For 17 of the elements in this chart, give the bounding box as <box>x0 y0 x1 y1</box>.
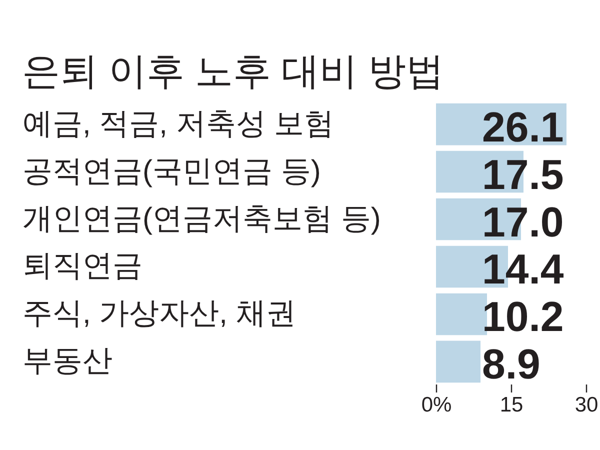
data-label: 17.0 <box>482 198 564 246</box>
x-tick-label: 30 <box>574 394 598 416</box>
y-tick-label: 개인연금(연금저축보험 등) <box>22 202 381 236</box>
data-label: 14.4 <box>482 246 564 293</box>
chart-title: 은퇴 이후 노후 대비 방법 <box>22 51 444 93</box>
x-tick-label: 15 <box>500 394 524 416</box>
y-tick-label: 부동산 <box>22 344 112 378</box>
y-tick-label: 공적연금(국민연금 등) <box>22 154 321 188</box>
bar <box>436 340 480 383</box>
y-tick-label: 예금, 적금, 저축성 보험 <box>22 107 334 140</box>
y-tick-label: 퇴직연금 <box>22 250 142 283</box>
y-tick-label: 주식, 가상자산, 채권 <box>22 297 296 330</box>
data-label: 17.5 <box>482 150 564 198</box>
data-label: 10.2 <box>482 293 564 340</box>
x-tick-label: 0% <box>421 394 452 416</box>
data-label: 26.1 <box>482 103 564 150</box>
data-label: 8.9 <box>482 340 540 388</box>
